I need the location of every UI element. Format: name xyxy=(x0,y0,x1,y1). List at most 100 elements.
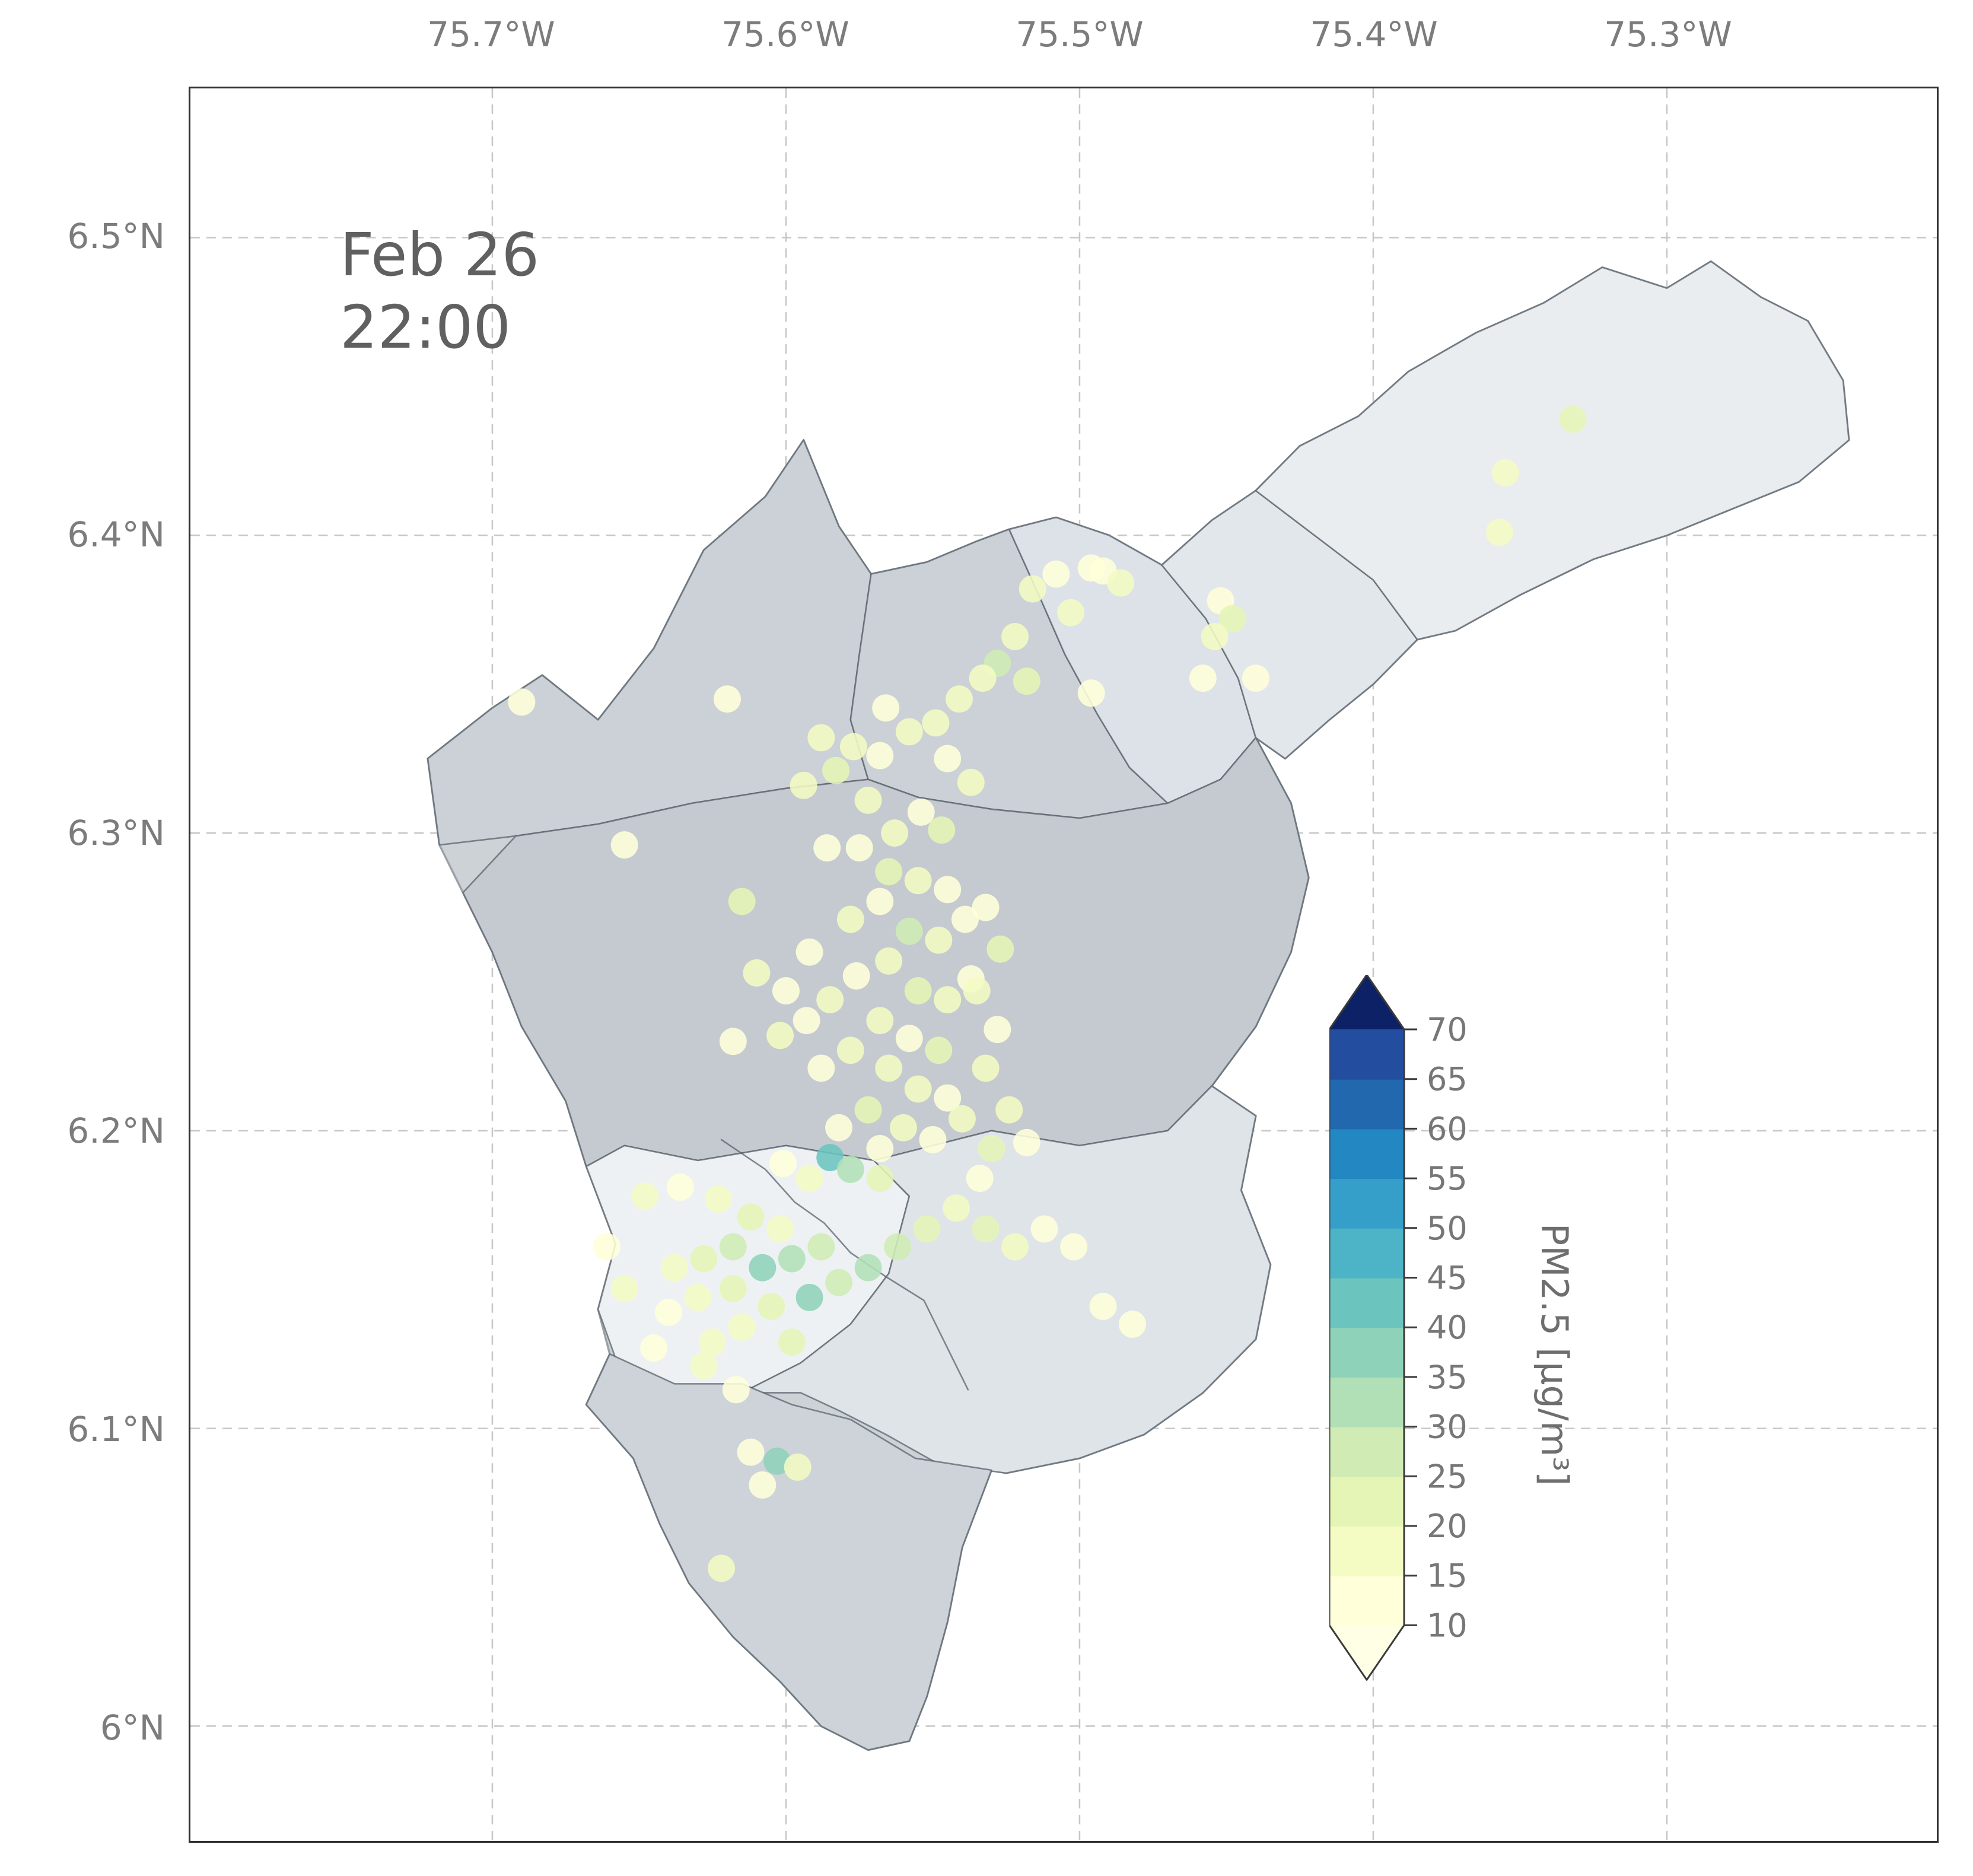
colorbar-segment xyxy=(1329,1376,1404,1427)
timestamp-label: Feb 26 22:00 xyxy=(340,219,539,364)
pm25-dot xyxy=(825,1114,853,1142)
pm25-dot xyxy=(1559,405,1587,433)
pm25-dot xyxy=(839,733,867,761)
colorbar-under-arrow xyxy=(1329,1625,1404,1680)
colorbar-tick-label: 60 xyxy=(1427,1110,1468,1147)
pm25-dot xyxy=(995,1096,1023,1124)
pm25-dot xyxy=(866,888,894,915)
pm25-dot xyxy=(875,947,903,975)
municipality-regions xyxy=(427,260,1850,1751)
pm25-dot xyxy=(881,819,909,847)
region-inner-border xyxy=(720,1139,969,1391)
pm25-dot xyxy=(766,1022,794,1050)
pm25-dot xyxy=(836,1036,864,1064)
pm25-dot xyxy=(919,1125,947,1153)
y-tick-label: 6.4°N xyxy=(67,514,165,555)
pm25-dot xyxy=(904,867,932,895)
pm25-dot xyxy=(705,1185,733,1213)
pm25-dot xyxy=(719,1274,747,1302)
colorbar-tick-label: 45 xyxy=(1427,1260,1468,1297)
pm25-dot xyxy=(1107,569,1135,597)
pm25-dot xyxy=(934,986,962,1014)
colorbar-segment xyxy=(1329,1277,1404,1328)
pm25-dot xyxy=(895,718,923,746)
colorbar-segment xyxy=(1329,1476,1404,1527)
pm25-dot xyxy=(758,1292,785,1320)
pm25-dot xyxy=(866,1007,894,1035)
colorbar-tick-label: 65 xyxy=(1427,1061,1468,1098)
pm25-dot xyxy=(1057,599,1085,627)
pm25-dot xyxy=(640,1334,668,1362)
timestamp-time: 22:00 xyxy=(340,292,511,362)
pm25-dot xyxy=(807,724,835,752)
pm25-dot xyxy=(660,1254,688,1282)
pm25-dot xyxy=(895,917,923,945)
pm25-dot xyxy=(895,1025,923,1053)
pm25-dot xyxy=(690,1245,718,1273)
pm25-dot xyxy=(842,962,870,990)
pm25-dot xyxy=(508,688,536,716)
region-southeast xyxy=(741,1085,1271,1474)
pm25-dot xyxy=(795,1165,823,1193)
pm25-dot xyxy=(1089,1292,1117,1320)
pm25-dot xyxy=(928,816,956,844)
pm25-dot xyxy=(743,959,771,987)
x-tick-label: 75.3°W xyxy=(1604,14,1732,55)
pm25-dot xyxy=(666,1174,694,1201)
colorbar-segment xyxy=(1329,1178,1404,1229)
plot-area: Feb 26 22:00 10 15 20 25 30 35 40 45 50 55 60 65 70 … xyxy=(189,87,1939,1843)
pm25-dot xyxy=(986,935,1014,963)
pm25-dot xyxy=(845,834,873,862)
y-tick-label: 6.3°N xyxy=(67,812,165,853)
colorbar: 10 15 20 25 30 35 40 45 50 55 60 65 70 PM2.5 [μg/m³] xyxy=(1329,975,1576,1681)
colorbar-segment xyxy=(1329,1079,1404,1130)
pm25-dot xyxy=(934,1084,962,1112)
y-tick-label: 6.2°N xyxy=(67,1111,165,1152)
pm25-dot xyxy=(825,1268,853,1296)
pm25-dot xyxy=(714,685,741,713)
x-tick-label: 75.6°W xyxy=(721,14,849,55)
pm25-dot xyxy=(822,756,850,784)
pm25-dot xyxy=(963,977,991,1004)
colorbar-segment xyxy=(1329,1128,1404,1179)
pm25-dot xyxy=(816,986,844,1014)
map-canvas xyxy=(190,88,1937,1841)
pm25-dot xyxy=(969,664,997,692)
pm25-dot xyxy=(778,1328,806,1356)
x-tick-label: 75.7°W xyxy=(427,14,555,55)
pm25-dot xyxy=(1189,664,1217,692)
colorbar-segment xyxy=(1329,1426,1404,1477)
pm25-dot xyxy=(1119,1311,1147,1338)
pm25-dot xyxy=(737,1203,765,1231)
pm25-dot xyxy=(610,1274,638,1302)
colorbar-tick-label: 70 xyxy=(1427,1011,1468,1048)
pm25-dot xyxy=(728,1314,756,1341)
colorbar-tick-label: 20 xyxy=(1427,1508,1468,1545)
pm25-dot xyxy=(655,1298,682,1326)
pm25-dot xyxy=(978,1135,1005,1162)
pm25-dot xyxy=(807,1233,835,1261)
pm25-dot xyxy=(1013,667,1040,695)
pm25-dot xyxy=(1019,575,1046,603)
pm25-dot xyxy=(719,1233,747,1261)
pm25-dot xyxy=(884,1233,912,1261)
pm25-dot xyxy=(875,858,903,886)
y-tick-label: 6.5°N xyxy=(67,216,165,256)
colorbar-segment xyxy=(1329,1575,1404,1626)
pm25-dot xyxy=(943,1194,970,1222)
pm25-dot xyxy=(793,1007,820,1035)
pm25-dot xyxy=(966,1165,994,1193)
region-south xyxy=(585,1353,992,1751)
pm25-dot xyxy=(854,1254,882,1282)
pm25-dot xyxy=(948,1105,976,1133)
colorbar-over-arrow xyxy=(1329,975,1404,1029)
y-tick-label: 6°N xyxy=(100,1708,165,1748)
pm25-dot xyxy=(722,1376,750,1404)
colorbar-tick-label: 35 xyxy=(1427,1359,1468,1396)
colorbar-segment xyxy=(1329,1327,1404,1378)
pm25-dot xyxy=(972,894,1000,921)
pm25-dot xyxy=(904,1075,932,1103)
pm25-dot xyxy=(790,771,817,799)
colorbar-tick-label: 30 xyxy=(1427,1408,1468,1446)
pm25-dot xyxy=(854,786,882,814)
